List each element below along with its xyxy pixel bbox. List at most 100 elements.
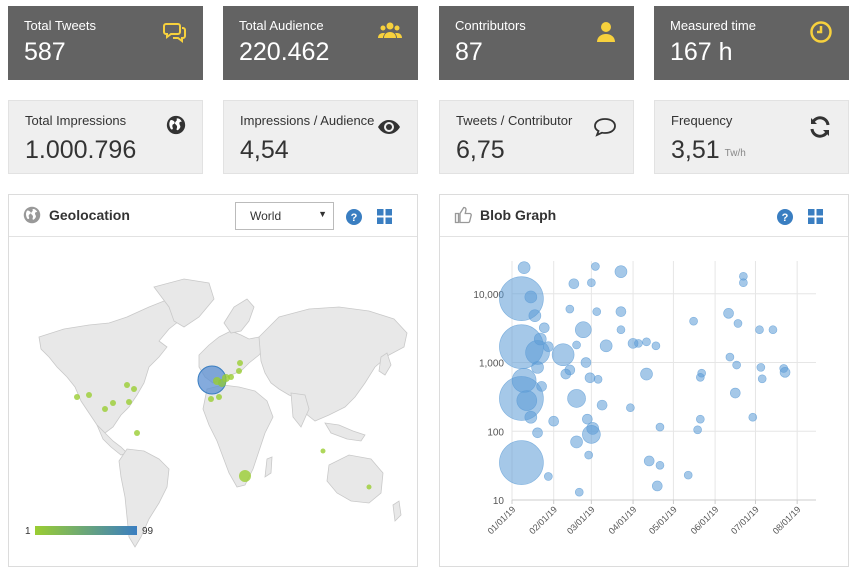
geo-bubble: [320, 448, 326, 454]
stat-value: 87: [455, 38, 483, 66]
geo-bubble: [126, 399, 132, 405]
stat-label: Total Tweets: [24, 18, 97, 33]
blob-bubble: [739, 271, 748, 281]
blob-bubble: [748, 412, 758, 422]
blob-bubble: [499, 440, 544, 485]
blob-bubble: [732, 360, 741, 370]
blob-bubble: [755, 325, 764, 335]
blob-bubble: [584, 450, 593, 460]
globe-icon: [166, 115, 186, 135]
stat-value: 4,54: [240, 136, 289, 164]
scandinavia: [223, 298, 255, 334]
blob-bubble: [570, 435, 583, 449]
blob-bubble: [599, 339, 613, 353]
geolocation-header: Geolocation World ▼ ?: [9, 195, 417, 237]
geo-bubble: [216, 394, 222, 400]
clock-icon: [810, 21, 832, 43]
blob-bubble: [591, 262, 600, 271]
new-zealand: [392, 500, 402, 522]
legend-max: 99: [142, 526, 154, 537]
india: [290, 392, 310, 428]
geo-bubble: [208, 396, 214, 402]
north-america: [38, 298, 185, 434]
y-tick-label: 100: [487, 427, 504, 438]
blob-bubble: [616, 325, 626, 335]
geo-bubble: [239, 470, 251, 482]
blob-bubble: [592, 307, 602, 316]
geo-bubble: [102, 406, 108, 412]
x-tick-label: 04/01/19: [607, 504, 639, 536]
geo-bubbles: [74, 360, 372, 490]
grid-icon[interactable]: [808, 209, 823, 224]
legend-gradient-bar: [35, 526, 137, 535]
help-icon[interactable]: ?: [346, 209, 362, 225]
blob-bubble: [572, 340, 581, 350]
region-select-value: World: [250, 209, 282, 223]
geolocation-panel: Geolocation World ▼ ?: [8, 194, 418, 567]
stat-value: 220.462: [239, 38, 330, 66]
stat-label: Impressions / Audience: [240, 113, 375, 128]
y-tick-label: 1,000: [479, 359, 504, 370]
blob-chart: 10 100 1,000 10,000 01/01/19 02/01/19 03/01/19…: [473, 261, 816, 536]
geo-bubble: [366, 484, 372, 490]
blob-bubble: [582, 413, 593, 425]
blob-bubble: [643, 455, 655, 467]
legend-min: 1: [25, 526, 31, 537]
geo-bubble: [237, 360, 243, 366]
users-icon: [378, 22, 402, 38]
blob-graph-header: Blob Graph ?: [440, 195, 848, 237]
stat-card-impressions-audience: Impressions / Audience 4,54: [223, 100, 418, 174]
blob-bubble: [524, 410, 538, 424]
blob-bubble: [574, 487, 584, 497]
blob-bubble: [574, 321, 592, 339]
blob-bubble: [729, 387, 741, 399]
stat-card-contributors: Contributors 87: [439, 6, 634, 80]
grid-icon[interactable]: [377, 209, 392, 224]
blob-bubble: [697, 368, 706, 378]
stat-label: Total Impressions: [25, 113, 127, 128]
region-select[interactable]: World ▼: [235, 202, 334, 230]
stat-card-tweets-contributor: Tweets / Contributor 6,75: [439, 100, 634, 174]
blob-graph-panel: Blob Graph ? 10 100 1,000 10,000 01/01/19 02/…: [439, 194, 849, 567]
blob-bubble: [586, 422, 600, 435]
australia: [326, 454, 384, 504]
blob-bubble: [779, 367, 791, 378]
blob-bubble: [531, 361, 544, 374]
blob-bubble: [689, 316, 698, 326]
help-icon[interactable]: ?: [777, 209, 793, 225]
geo-bubble: [86, 392, 92, 398]
blob-bubble: [596, 399, 608, 411]
stat-value: 167 h: [670, 38, 733, 66]
globe-icon: [23, 206, 41, 224]
stat-card-total-impressions: Total Impressions 1.000.796: [8, 100, 203, 174]
stat-card-frequency: Frequency 3,51 Tw/h: [654, 100, 849, 174]
geo-bubble: [131, 386, 137, 392]
blob-bubble: [733, 319, 743, 328]
blob-bubble: [580, 357, 592, 368]
southeast-asia: [324, 422, 366, 442]
blob-bubble: [683, 470, 693, 480]
blob-bubble: [533, 332, 547, 346]
blob-bubble: [642, 337, 651, 347]
madagascar: [264, 456, 273, 478]
stat-card-total-tweets: Total Tweets 587: [8, 6, 203, 80]
svg-text:?: ?: [782, 212, 789, 224]
blob-bubble: [593, 375, 603, 384]
refresh-icon: [810, 116, 830, 138]
blob-bubble: [532, 427, 543, 439]
stat-label: Frequency: [671, 113, 733, 128]
speech-bubbles-icon: [163, 23, 186, 43]
blob-bubble: [655, 422, 665, 432]
stat-label: Contributors: [455, 18, 526, 33]
blob-bubble: [568, 278, 580, 290]
blob-bubble: [757, 374, 767, 384]
blob-bubble: [640, 367, 653, 381]
blob-bubble: [528, 309, 542, 323]
world-map: 1 99: [25, 278, 408, 548]
stat-card-measured-time: Measured time 167 h: [654, 6, 849, 80]
japan: [378, 352, 392, 376]
geo-bubble: [222, 374, 230, 382]
geo-bubble: [74, 394, 80, 400]
stat-value: 3,51 Tw/h: [671, 135, 832, 169]
thumbs-up-icon: [454, 206, 472, 224]
